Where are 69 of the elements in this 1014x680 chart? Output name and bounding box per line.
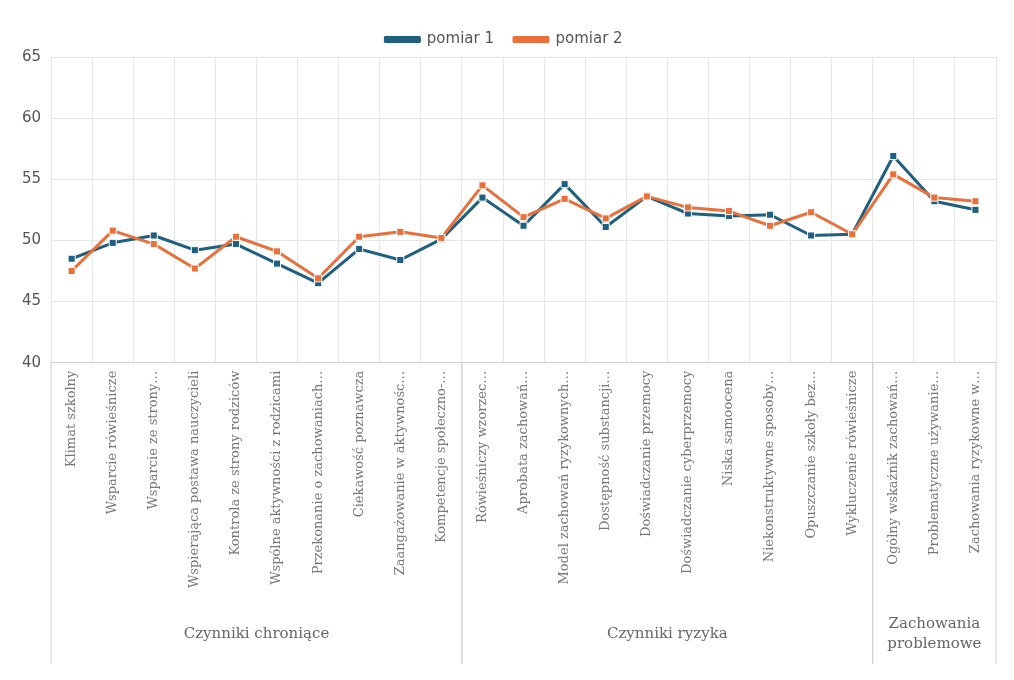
text: Zachowania problemowe [887, 613, 982, 652]
point [766, 221, 775, 230]
x-tick-label: Zachowania ryzykowne w… [966, 370, 982, 554]
text: Czynniki chroniące [183, 623, 330, 642]
x-tick-label: Wykluczenie rówieśnicze [843, 370, 859, 536]
x-tick-label: Problematyczne używanie… [925, 370, 941, 556]
point [519, 221, 528, 230]
point [273, 259, 282, 268]
point [971, 197, 980, 206]
point [807, 208, 816, 217]
x-tick-label: Ciekawość poznawcza [350, 370, 366, 518]
x-tick-label: Doświadczanie cyberprzemocy [679, 370, 695, 574]
x-tick-label: Niska samoocena [720, 370, 736, 487]
point [355, 232, 364, 241]
point [108, 238, 117, 247]
point [396, 255, 405, 264]
x-tick-label: Ogólny wskaźnik zachowań… [884, 370, 900, 565]
y-tick-label: 60 [21, 108, 42, 127]
point [519, 213, 528, 222]
x-tick-label: Przekonanie o zachowaniach… [309, 370, 325, 575]
point [355, 244, 364, 253]
x-tick-label: Model zachowań ryzykownych… [556, 370, 571, 585]
x-tick-label: Wsparcie ze strony… [145, 370, 161, 510]
point [971, 205, 980, 214]
point [149, 231, 158, 240]
x-tick-label: Kompetencje społeczno-… [432, 370, 448, 544]
y-tick-label: 65 [21, 46, 42, 65]
point [683, 203, 692, 212]
point [108, 226, 117, 235]
x-tick-label: Niekonstruktywne sposoby… [761, 370, 777, 563]
y-tick-label: 40 [21, 352, 42, 371]
x-tick-label: Aprobata zachowań… [514, 370, 530, 515]
point [190, 246, 199, 255]
x-tick-label: Dostępność substancji… [597, 370, 613, 531]
point [273, 247, 282, 256]
point [807, 231, 816, 240]
point [560, 194, 569, 203]
point [889, 170, 898, 179]
x-tick-label: Wsparcie rówieśnicze [104, 370, 120, 515]
point [314, 274, 323, 283]
x-tick-label: Wspierająca postawa nauczycieli [186, 370, 202, 589]
x-tick-label: Opuszczanie szkoły bez… [802, 370, 818, 539]
text: Czynniki ryzyka [606, 623, 728, 642]
point [889, 152, 898, 161]
x-tick-label: Klimat szkolny [63, 370, 78, 468]
point [231, 232, 240, 241]
y-tick-label: 55 [21, 169, 42, 188]
x-tick-label: Kontrola ze strony rodziców [227, 370, 243, 556]
point [560, 180, 569, 189]
point [478, 193, 487, 202]
point [766, 210, 775, 219]
point [190, 264, 199, 273]
x-tick-label: Zaangażowanie w aktywnośc… [391, 370, 407, 576]
point [724, 207, 733, 216]
point [601, 222, 610, 231]
point [396, 227, 405, 236]
x-tick-label: Doświadczanie przemocy [638, 370, 654, 538]
x-tick-label: Rówieśniczy wzorzec… [473, 370, 489, 523]
point [149, 240, 158, 249]
point [67, 254, 76, 263]
point [601, 214, 610, 223]
legend-label: pomiar 2 [555, 29, 623, 48]
point [478, 181, 487, 190]
y-tick-label: 45 [21, 291, 42, 310]
point [67, 266, 76, 275]
y-tick-label: 50 [21, 230, 42, 249]
legend-label: pomiar 1 [426, 29, 495, 48]
x-tick-label: Wspólne aktywności z rodzicami [268, 370, 284, 585]
point [930, 193, 939, 202]
